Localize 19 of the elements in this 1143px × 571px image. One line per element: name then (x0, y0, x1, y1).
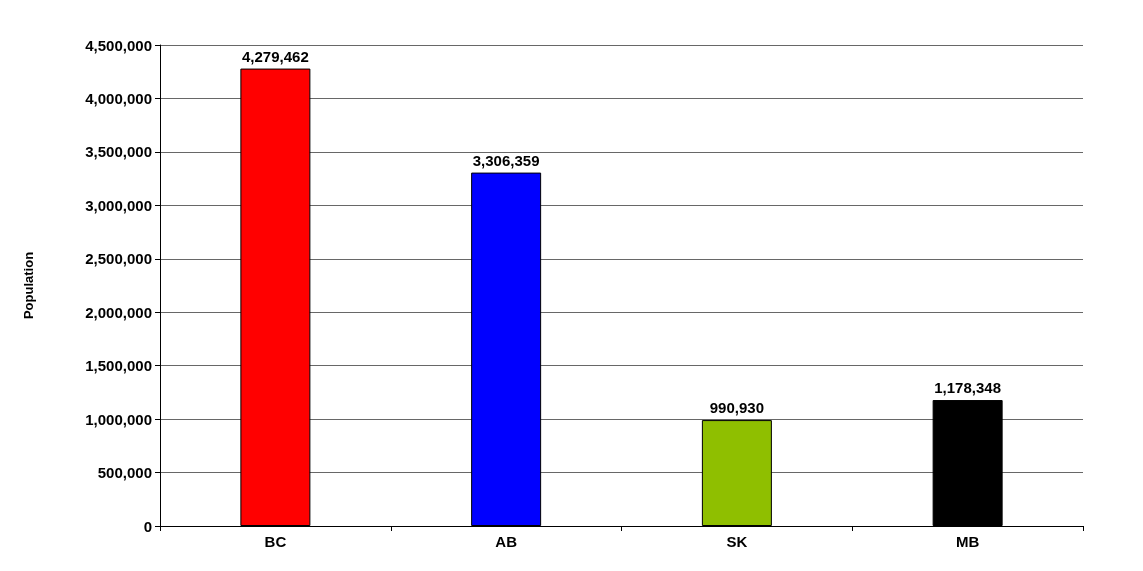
y-tick-label: 4,000,000 (85, 89, 152, 107)
x-tick-label: AB (495, 533, 518, 550)
y-tick-label: 3,500,000 (85, 143, 152, 161)
y-tick-label: 4,500,000 (85, 36, 152, 54)
data-label: 3,306,359 (472, 151, 540, 169)
y-tick-label: 3,000,000 (85, 196, 152, 214)
data-label: 990,930 (709, 399, 764, 417)
y-tick-label: 2,000,000 (85, 303, 152, 321)
data-label: 4,279,462 (242, 47, 309, 65)
x-tick-label: BC (264, 533, 287, 550)
y-tick-label: 1,500,000 (85, 357, 152, 375)
y-axis-title: Population (21, 251, 36, 320)
y-tick-label: 2,500,000 (85, 250, 152, 268)
y-tick-label: 0 (143, 517, 152, 535)
y-tick-label: 1,000,000 (85, 410, 152, 428)
data-label: 1,178,348 (934, 379, 1001, 397)
y-tick-label: 500,000 (97, 464, 152, 482)
x-tick-label: MB (955, 533, 980, 550)
x-tick-label: SK (726, 533, 748, 550)
